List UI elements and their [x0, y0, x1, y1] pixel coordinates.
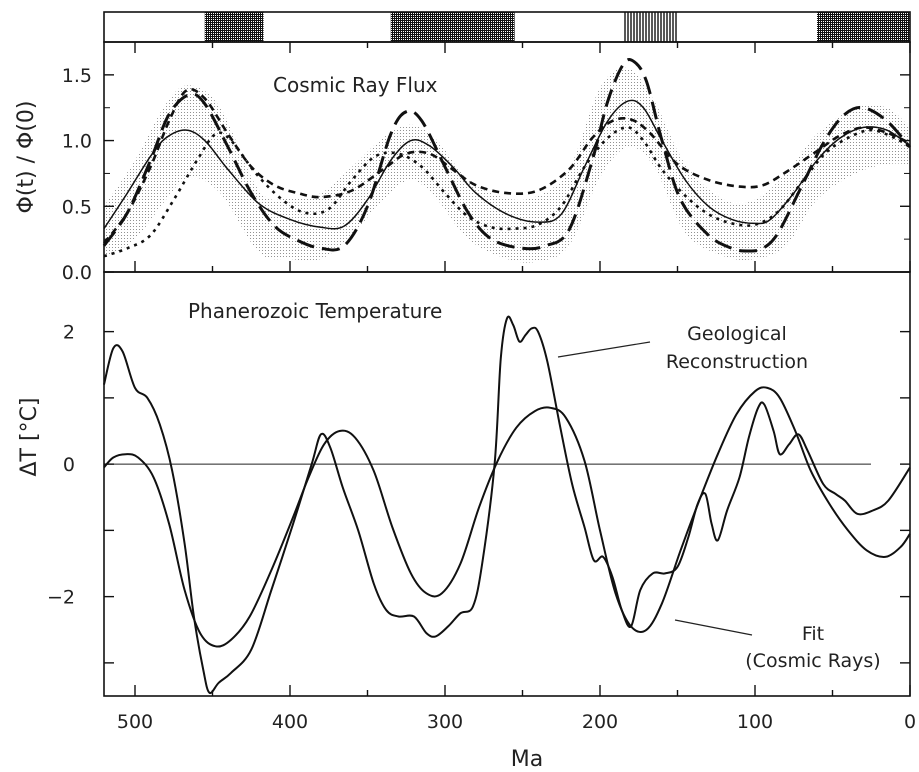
- geological-annotation-leader: [557, 341, 651, 358]
- period-band: [103, 11, 911, 43]
- geological-annotation-line2: Reconstruction: [666, 351, 808, 373]
- band-segment-white: [677, 12, 817, 42]
- band-segment-vertical: [623, 12, 678, 42]
- geological-reconstruction-line: [103, 315, 911, 695]
- band-segment-crosshatch: [390, 12, 515, 42]
- fit-annotation-leader: [674, 619, 753, 636]
- x-tick-label: 300: [427, 711, 463, 733]
- top-y-tick-label: 1.5: [62, 65, 92, 87]
- bottom-panel-title: Phanerozoic Temperature: [188, 299, 442, 323]
- cosmic-ray-series-long-dash: [102, 58, 912, 253]
- band-segment-white: [263, 12, 391, 42]
- bottom-y-axis-label: ΔT [°C]: [17, 397, 42, 476]
- cosmic-ray-fit-line: [103, 386, 911, 648]
- bottom-y-tick-label: 2: [63, 322, 75, 344]
- bottom-y-tick-label: 0: [63, 454, 75, 476]
- band-segment-white: [514, 12, 624, 42]
- band-segment-crosshatch: [817, 12, 910, 42]
- geological-annotation-line1: Geological: [687, 323, 787, 345]
- x-axis-label: Ma: [511, 747, 543, 772]
- top-y-tick-label: 0.0: [62, 262, 92, 284]
- top-y-axis-label: Φ(t) / Φ(0): [14, 101, 39, 214]
- cosmic-ray-series-dash: [102, 87, 911, 244]
- top-y-tick-label: 1.0: [62, 131, 92, 153]
- fit-annotation-line1: Fit: [802, 623, 824, 645]
- x-tick-label: 500: [117, 711, 153, 733]
- top-y-tick-label: 0.5: [62, 196, 92, 218]
- band-segment-white: [104, 12, 205, 42]
- top-panel-title: Cosmic Ray Flux: [273, 73, 438, 97]
- x-tick-label: 0: [904, 711, 916, 733]
- temperature-panel: 20−2 Phanerozoic Temperature ΔT [°C] Ma …: [17, 271, 911, 772]
- cosmic-ray-series-dot: [103, 126, 911, 258]
- x-tick-label: 400: [272, 711, 308, 733]
- bottom-panel-frame: [103, 271, 911, 697]
- fit-annotation-line2: (Cosmic Rays): [745, 650, 880, 672]
- x-tick-label: 200: [582, 711, 618, 733]
- x-tick-label: 100: [737, 711, 773, 733]
- cosmic-ray-panel: 0.0 0.5 1.0 1.5 Cosmic Ray Flux Φ(t) / Φ(0): [14, 41, 912, 284]
- bottom-y-tick-label: −2: [47, 587, 75, 609]
- band-segment-crosshatch: [204, 12, 264, 42]
